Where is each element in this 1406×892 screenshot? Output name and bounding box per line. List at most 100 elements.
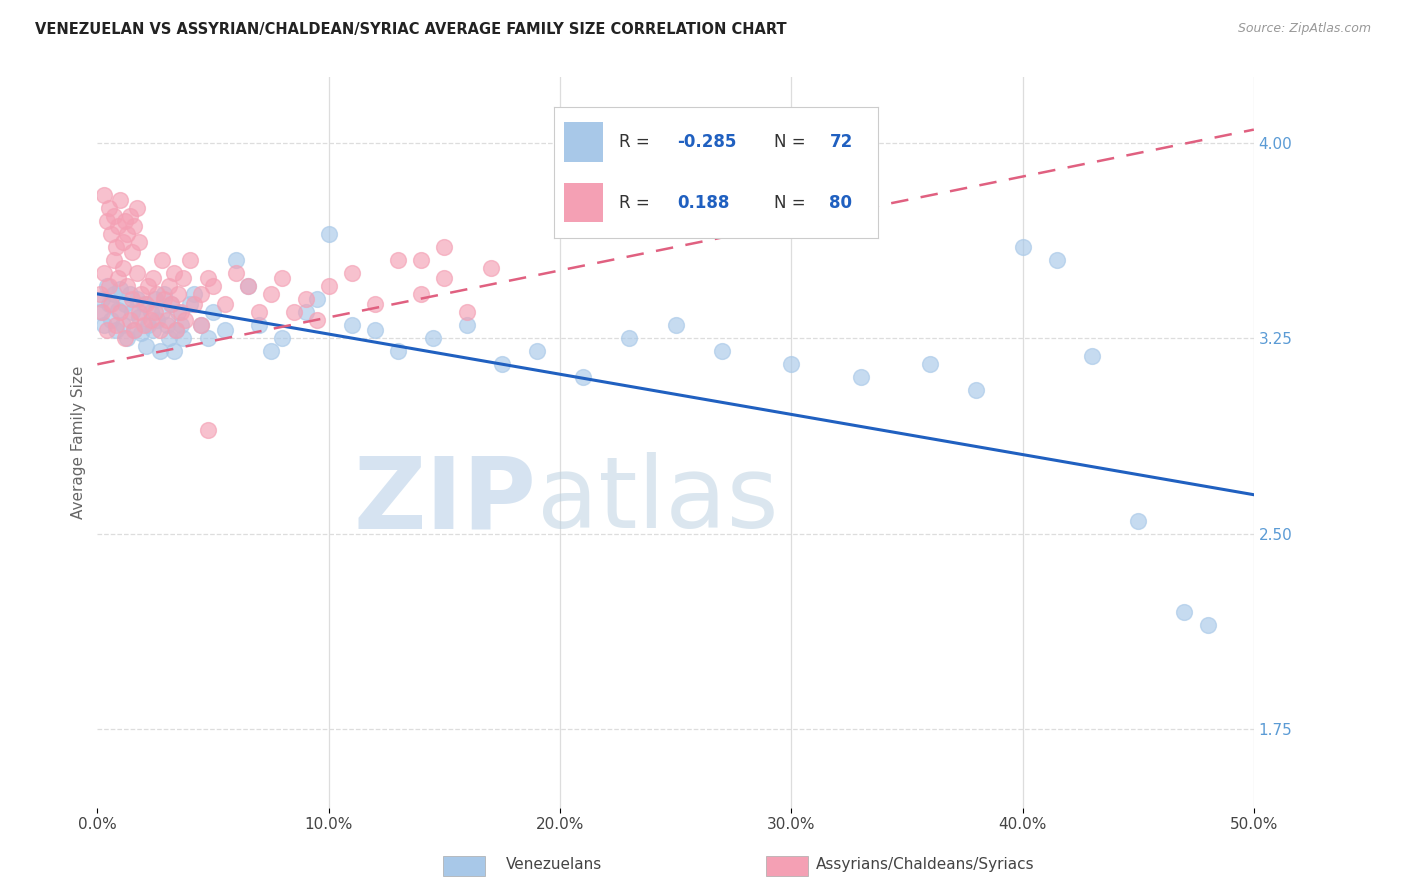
Point bbox=[387, 252, 409, 267]
Point bbox=[121, 245, 143, 260]
Point bbox=[132, 297, 155, 311]
Point bbox=[139, 313, 162, 327]
Point bbox=[225, 266, 247, 280]
Point bbox=[214, 297, 236, 311]
Point bbox=[225, 252, 247, 267]
Text: Venezuelans: Venezuelans bbox=[506, 857, 602, 872]
Point bbox=[110, 193, 132, 207]
Point bbox=[167, 305, 190, 319]
Point bbox=[1011, 240, 1033, 254]
Point bbox=[136, 279, 159, 293]
Point bbox=[318, 279, 340, 293]
Point bbox=[163, 266, 186, 280]
Point bbox=[387, 344, 409, 359]
Point bbox=[96, 214, 118, 228]
Point bbox=[139, 305, 162, 319]
Point bbox=[124, 323, 146, 337]
Point bbox=[104, 240, 127, 254]
Point bbox=[174, 313, 197, 327]
Point bbox=[422, 331, 444, 345]
Point bbox=[118, 313, 141, 327]
Point bbox=[100, 297, 122, 311]
Point bbox=[491, 357, 513, 371]
Point bbox=[169, 305, 191, 319]
Point bbox=[201, 279, 224, 293]
Point bbox=[433, 240, 456, 254]
Point bbox=[190, 318, 212, 333]
Point bbox=[849, 370, 872, 384]
Point bbox=[125, 266, 148, 280]
Point bbox=[260, 286, 283, 301]
Point bbox=[665, 318, 688, 333]
Point bbox=[103, 209, 125, 223]
Point bbox=[183, 286, 205, 301]
Point bbox=[143, 305, 166, 319]
Point bbox=[118, 286, 141, 301]
Point bbox=[197, 331, 219, 345]
Point bbox=[364, 323, 387, 337]
Point bbox=[479, 260, 502, 275]
Point bbox=[157, 279, 180, 293]
Point bbox=[121, 292, 143, 306]
Point bbox=[91, 305, 114, 319]
Point bbox=[110, 282, 132, 296]
Point bbox=[146, 313, 169, 327]
Point bbox=[149, 323, 172, 337]
Point bbox=[190, 286, 212, 301]
Point bbox=[124, 219, 146, 233]
Point bbox=[146, 286, 169, 301]
Point bbox=[125, 292, 148, 306]
Text: ZIP: ZIP bbox=[354, 452, 537, 549]
Point bbox=[197, 423, 219, 437]
Point bbox=[247, 305, 270, 319]
Point bbox=[236, 279, 259, 293]
Point bbox=[1081, 350, 1104, 364]
Point bbox=[136, 318, 159, 333]
Point bbox=[201, 305, 224, 319]
Point bbox=[307, 292, 329, 306]
Point bbox=[142, 323, 165, 337]
Point bbox=[128, 305, 150, 319]
Point bbox=[411, 286, 433, 301]
Point bbox=[165, 323, 187, 337]
Point bbox=[918, 357, 941, 371]
Point bbox=[1173, 605, 1195, 619]
Point bbox=[107, 219, 129, 233]
Text: VENEZUELAN VS ASSYRIAN/CHALDEAN/SYRIAC AVERAGE FAMILY SIZE CORRELATION CHART: VENEZUELAN VS ASSYRIAN/CHALDEAN/SYRIAC A… bbox=[35, 22, 787, 37]
Point bbox=[96, 279, 118, 293]
Point bbox=[132, 318, 155, 333]
Point bbox=[128, 310, 150, 325]
Point bbox=[1197, 618, 1219, 632]
Point bbox=[456, 305, 478, 319]
Point bbox=[89, 286, 111, 301]
Point bbox=[143, 292, 166, 306]
Point bbox=[160, 297, 183, 311]
Point bbox=[107, 271, 129, 285]
Point bbox=[114, 214, 136, 228]
Point bbox=[619, 331, 641, 345]
Text: atlas: atlas bbox=[537, 452, 779, 549]
Point bbox=[710, 344, 733, 359]
Point bbox=[135, 339, 157, 353]
Point bbox=[165, 323, 187, 337]
Point bbox=[100, 227, 122, 241]
Point bbox=[190, 318, 212, 333]
Point bbox=[307, 313, 329, 327]
Point bbox=[153, 286, 176, 301]
Point bbox=[111, 235, 134, 249]
Point bbox=[172, 331, 194, 345]
Point bbox=[271, 331, 294, 345]
Point bbox=[294, 292, 316, 306]
Point bbox=[100, 313, 122, 327]
Point bbox=[965, 384, 987, 398]
Point bbox=[411, 252, 433, 267]
Y-axis label: Average Family Size: Average Family Size bbox=[72, 366, 86, 519]
Point bbox=[156, 318, 179, 333]
Point bbox=[340, 318, 363, 333]
Point bbox=[780, 357, 803, 371]
Point bbox=[150, 252, 173, 267]
Point bbox=[135, 297, 157, 311]
Point bbox=[283, 305, 305, 319]
Point bbox=[93, 318, 115, 333]
Point bbox=[124, 323, 146, 337]
